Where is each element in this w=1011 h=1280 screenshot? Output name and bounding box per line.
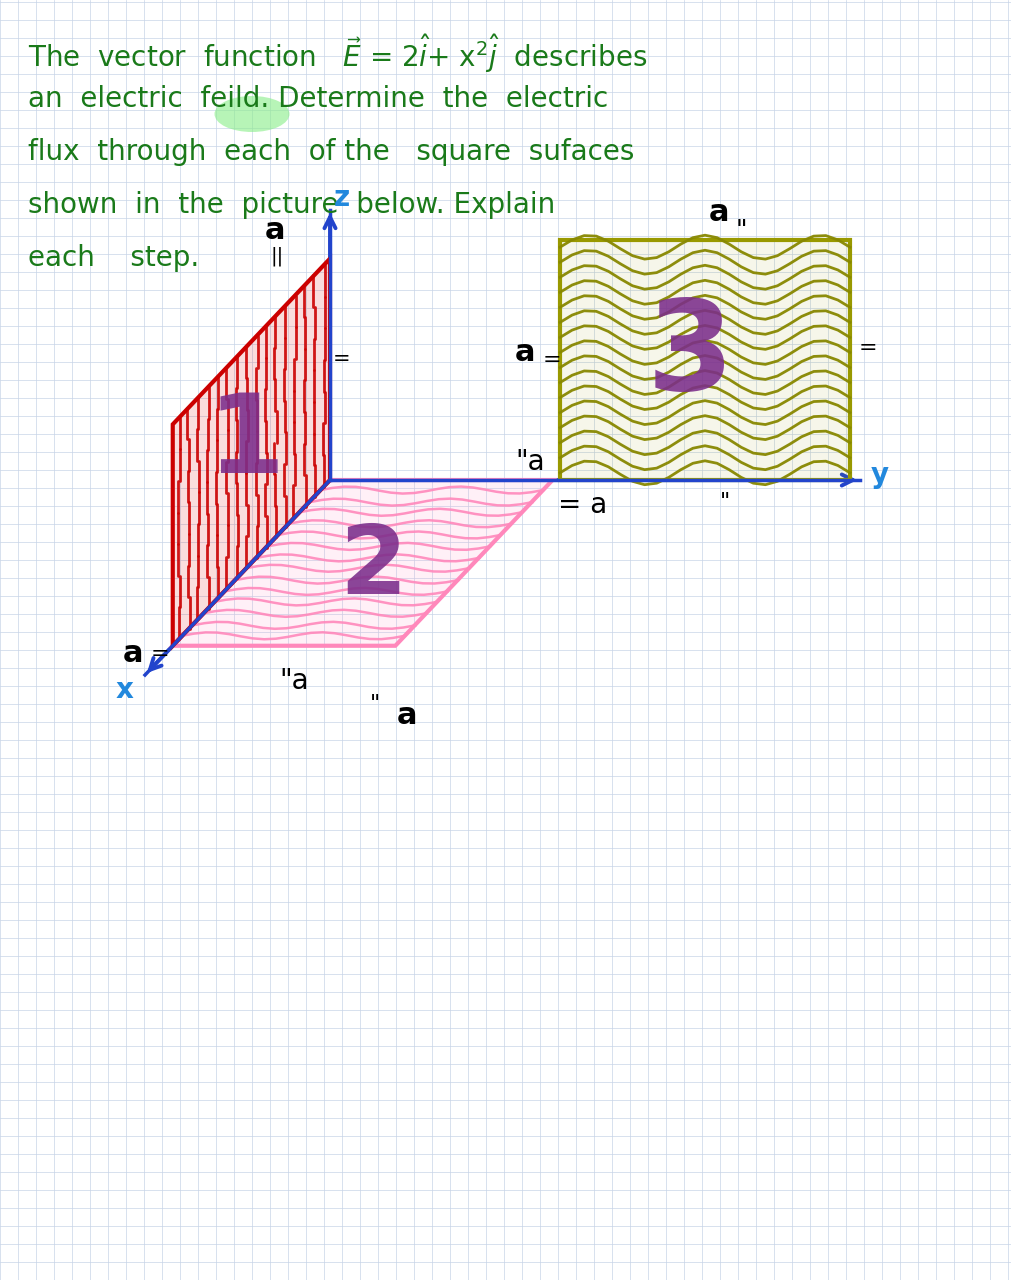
Text: = a: = a: [557, 492, 607, 518]
Text: =: =: [151, 644, 169, 664]
Text: ||: ||: [270, 247, 283, 266]
Text: 2: 2: [339, 521, 406, 614]
Text: The  vector  function   $\vec{E}$ = 2$\hat{i}$+ x$^2$$\hat{j}$  describes: The vector function $\vec{E}$ = 2$\hat{i…: [28, 32, 647, 76]
Text: "a: "a: [279, 667, 308, 695]
Ellipse shape: [214, 96, 289, 132]
Polygon shape: [559, 241, 849, 480]
Text: y: y: [870, 461, 889, 489]
Text: "a: "a: [515, 448, 544, 476]
Text: a: a: [396, 701, 418, 731]
Text: =: =: [858, 338, 877, 358]
Text: 3: 3: [646, 294, 733, 416]
Text: =: =: [333, 349, 351, 370]
Text: =: =: [542, 349, 561, 370]
Text: z: z: [334, 184, 350, 212]
Text: ": ": [735, 218, 746, 242]
Polygon shape: [173, 480, 552, 645]
Text: an  electric  feild. Determine  the  electric: an electric feild. Determine the electri…: [28, 84, 608, 113]
Text: a: a: [122, 639, 143, 668]
Text: ": ": [719, 492, 729, 512]
Text: 1: 1: [207, 389, 285, 495]
Text: a: a: [265, 216, 285, 244]
Text: each    step.: each step.: [28, 244, 199, 273]
Text: shown  in  the  picture  below. Explain: shown in the picture below. Explain: [28, 191, 555, 219]
Text: ": ": [370, 694, 380, 714]
Text: a: a: [709, 197, 729, 227]
Text: flux  through  each  of the   square  sufaces: flux through each of the square sufaces: [28, 138, 634, 166]
Text: x: x: [116, 676, 133, 704]
Text: a: a: [515, 338, 535, 366]
Polygon shape: [173, 259, 330, 645]
